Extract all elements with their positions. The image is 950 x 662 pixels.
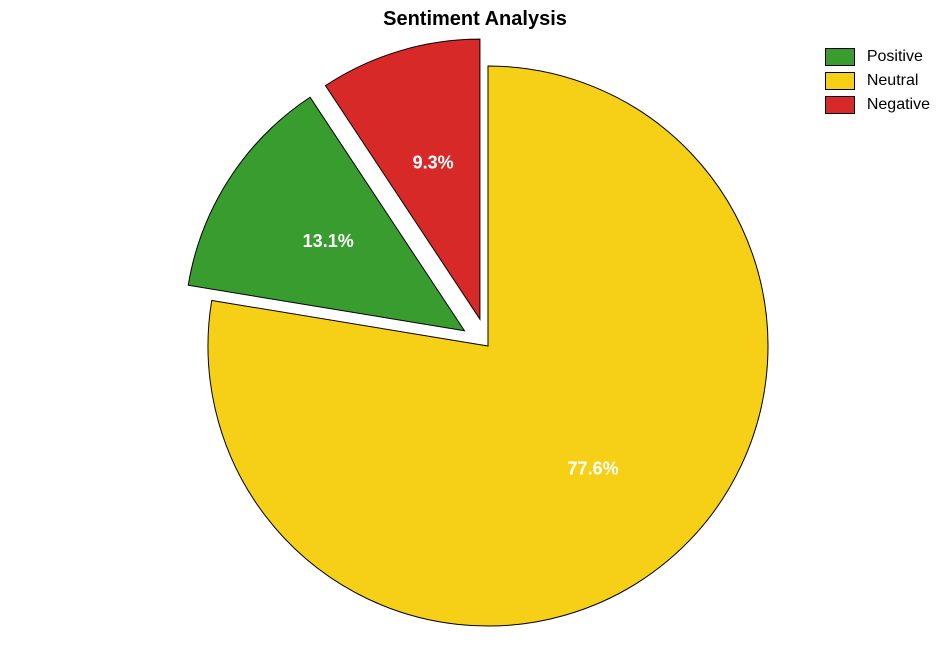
legend-item: Positive — [825, 48, 930, 66]
pie-slice-label-positive: 13.1% — [303, 231, 354, 251]
legend-swatch-positive — [825, 48, 855, 66]
legend-item: Negative — [825, 96, 930, 114]
legend-swatch-neutral — [825, 72, 855, 90]
legend-swatch-negative — [825, 96, 855, 114]
legend: Positive Neutral Negative — [825, 48, 930, 120]
legend-item: Neutral — [825, 72, 930, 90]
pie-slice-label-negative: 9.3% — [413, 152, 454, 172]
pie-slice-label-neutral: 77.6% — [568, 459, 619, 479]
pie-chart: 77.6% 13.1% 9.3% — [0, 0, 950, 662]
legend-label: Negative — [867, 96, 930, 114]
legend-label: Positive — [867, 48, 923, 66]
legend-label: Neutral — [867, 72, 919, 90]
